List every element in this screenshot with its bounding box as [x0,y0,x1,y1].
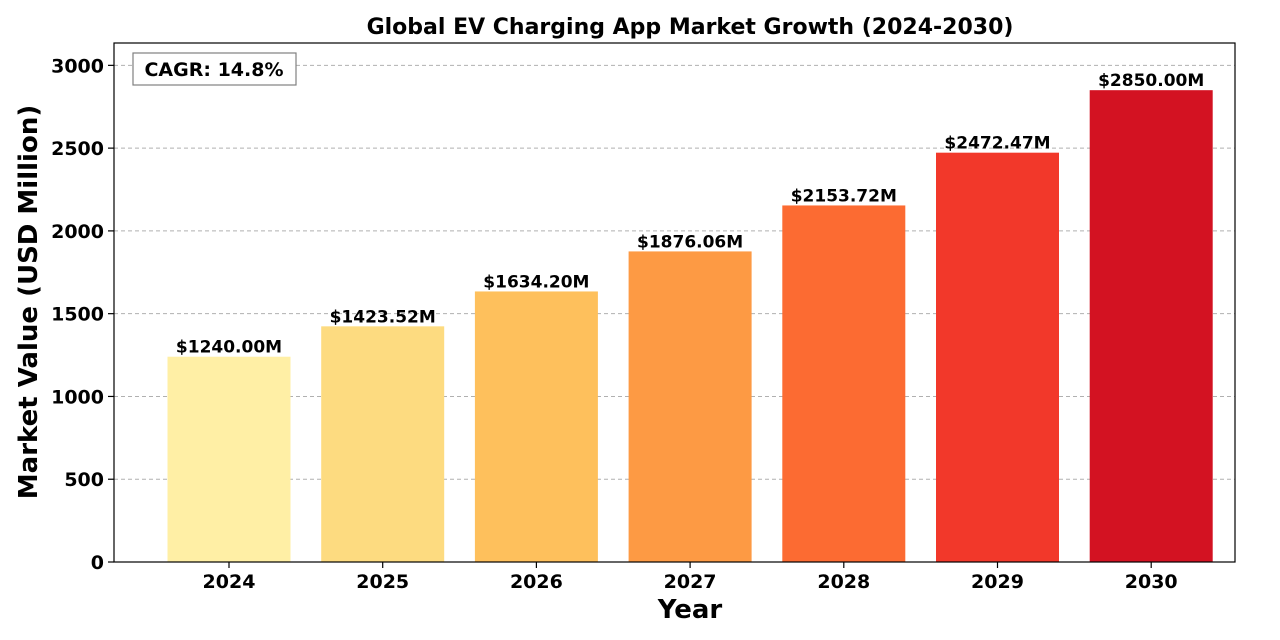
x-tick-label-2026: 2026 [510,571,563,593]
plot-frame [113,42,1236,563]
x-tick-label-2024: 2024 [203,571,256,593]
data-label-2026: $1634.20M [483,272,589,292]
bars [167,90,1213,562]
data-label-2029: $2472.47M [944,134,1050,154]
x-axis-label: Year [657,595,723,625]
x-tick-label-2029: 2029 [971,571,1024,593]
data-label-2028: $2153.72M [791,186,897,206]
x-axis-ticks: 2024 2025 2026 2027 2028 2029 2030 [203,562,1178,593]
data-label-2030: $2850.00M [1098,71,1204,91]
bar-2025 [321,326,445,562]
x-tick-label-2025: 2025 [356,571,409,593]
bar-2028 [782,205,906,562]
y-axis-label: Market Value (USD Million) [14,105,44,499]
data-label-2027: $1876.06M [637,232,743,252]
cagr-annotation-box [132,52,297,86]
bar-2026 [474,291,598,562]
y-axis-ticks: 0 500 1000 1500 2000 2500 3000 [51,55,114,574]
y-tick-label-3: 1500 [51,304,104,326]
y-tick-label-5: 2500 [51,138,104,160]
y-tick-label-0: 0 [91,552,104,574]
x-tick-label-2028: 2028 [817,571,870,593]
data-label-2024: $1240.00M [176,338,282,358]
y-tick-label-2: 1000 [51,386,104,408]
chart-title: Global EV Charging App Market Growth (20… [367,15,1014,40]
data-labels: $1240.00M $1423.52M $1634.20M $1876.06M $215… [176,71,1204,358]
bar-2024 [167,356,291,562]
bar-2030 [1089,90,1213,562]
x-tick-label-2027: 2027 [664,571,717,593]
data-label-2025: $1423.52M [330,307,436,327]
bar-2027 [628,251,752,562]
bar-2029 [936,152,1059,562]
y-tick-label-4: 2000 [51,221,104,243]
y-tick-label-1: 500 [64,469,104,491]
cagr-annotation: CAGR: 14.8% [132,52,297,86]
x-tick-label-2030: 2030 [1125,571,1178,593]
y-tick-label-6: 3000 [51,55,104,77]
cagr-annotation-text: CAGR: 14.8% [144,59,283,81]
